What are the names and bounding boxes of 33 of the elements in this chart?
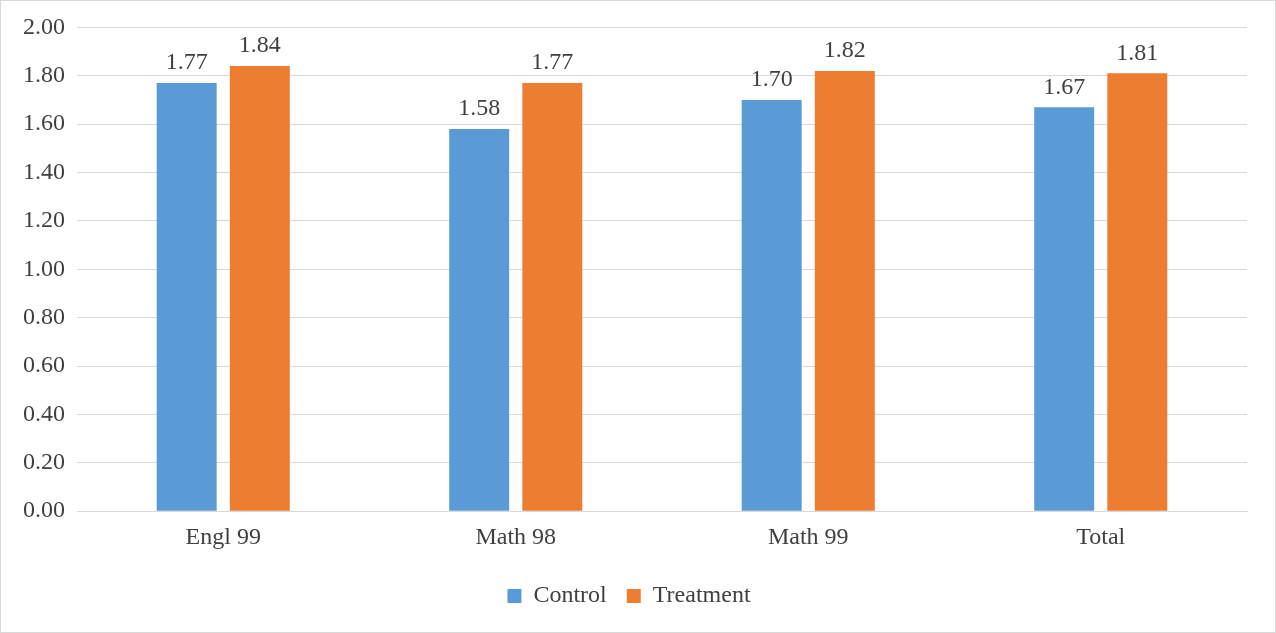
y-tick-label: 1.80 xyxy=(23,61,65,88)
bar xyxy=(229,66,290,511)
data-label: 1.84 xyxy=(238,31,281,58)
bar xyxy=(522,83,583,511)
y-tick-label: 0.20 xyxy=(23,448,65,475)
legend-label: Control xyxy=(533,581,608,608)
data-label: 1.82 xyxy=(823,36,866,63)
y-tick-label: 0.40 xyxy=(23,399,65,426)
bar xyxy=(1107,73,1168,511)
y-tick-label: 0.80 xyxy=(23,302,65,329)
x-tick-label: Math 98 xyxy=(475,522,557,549)
x-tick-label: Math 99 xyxy=(767,522,849,549)
data-label: 1.67 xyxy=(1043,72,1086,99)
y-tick-label: 0.00 xyxy=(23,496,65,523)
x-tick-label: Engl 99 xyxy=(185,522,261,549)
data-label: 1.70 xyxy=(750,65,793,92)
bar xyxy=(156,83,217,511)
data-label: 1.81 xyxy=(1116,38,1159,65)
data-label: 1.77 xyxy=(531,48,574,75)
y-tick-label: 2.00 xyxy=(23,12,65,39)
y-tick-label: 1.20 xyxy=(23,206,65,233)
y-tick-label: 0.60 xyxy=(23,351,65,378)
legend-label: Treatment xyxy=(652,581,751,608)
bar xyxy=(1034,107,1095,511)
y-tick-label: 1.60 xyxy=(23,109,65,136)
y-tick-label: 1.00 xyxy=(23,254,65,281)
x-tick-label: Total xyxy=(1076,522,1126,549)
bar xyxy=(449,129,510,511)
bar xyxy=(814,70,875,511)
y-tick-label: 1.40 xyxy=(23,157,65,184)
data-label: 1.58 xyxy=(458,94,501,121)
bar xyxy=(741,99,802,511)
data-label: 1.77 xyxy=(165,48,208,75)
